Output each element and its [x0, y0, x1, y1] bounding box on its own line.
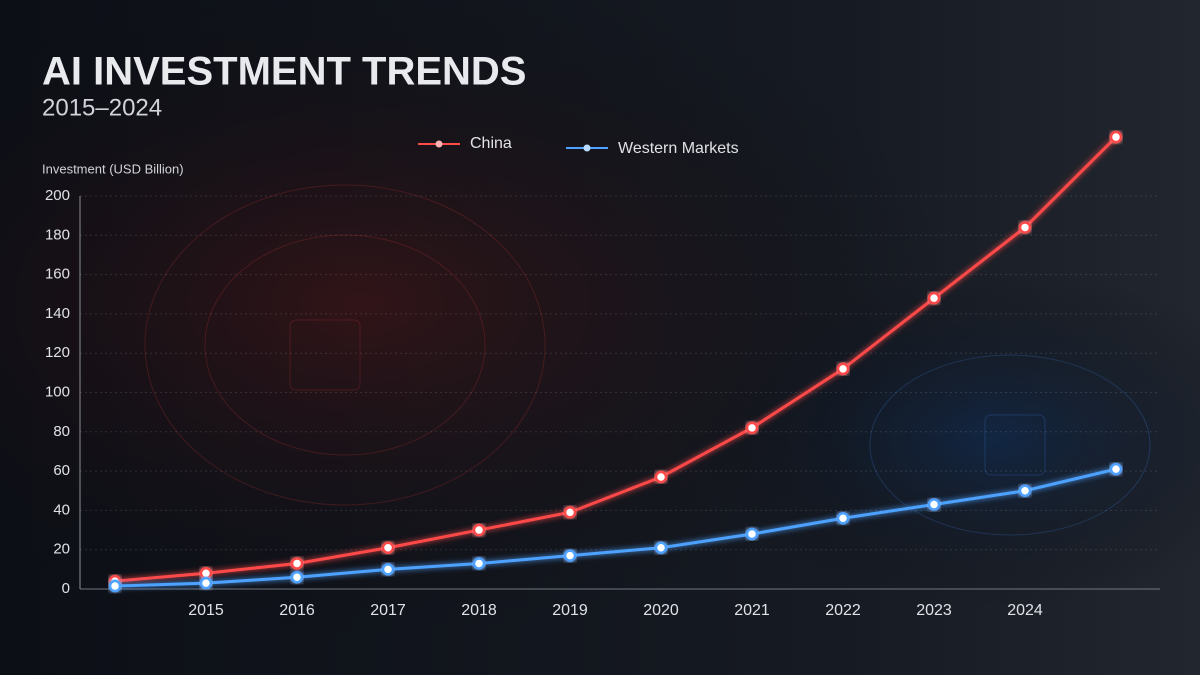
x-tick-label: 2023 [916, 602, 952, 619]
x-tick-label: 2019 [552, 602, 588, 619]
legend-label: Western Markets [618, 140, 739, 157]
chip-decoration [869, 354, 1151, 536]
legend: China Western Markets [418, 135, 739, 157]
brain-decoration [144, 184, 546, 506]
y-axis-label: Investment (USD Billion) [42, 161, 184, 176]
y-tick-label: 120 [45, 344, 70, 361]
data-point [927, 291, 941, 305]
data-point [381, 563, 395, 576]
x-tick-label: 2016 [279, 602, 315, 619]
legend-label: China [470, 135, 512, 152]
data-point [472, 523, 486, 537]
y-tick-label: 160 [45, 266, 70, 283]
data-point [654, 541, 668, 554]
data-point [1109, 130, 1123, 144]
data-point [563, 549, 577, 562]
legend-swatch [435, 140, 443, 148]
y-tick-label: 20 [53, 541, 70, 558]
x-tick-label: 2024 [1007, 602, 1043, 619]
data-point [108, 579, 122, 593]
chart-subtitle: 2015–2024 [42, 94, 162, 121]
data-point [1018, 221, 1032, 234]
data-point [836, 512, 850, 525]
y-tick-label: 200 [45, 187, 70, 204]
y-tick-label: 0 [62, 580, 70, 597]
data-point [472, 557, 486, 570]
data-point [199, 576, 213, 590]
data-point [745, 527, 759, 541]
y-tick-label: 60 [53, 462, 70, 479]
data-point [1018, 484, 1032, 497]
y-tick-label: 40 [53, 501, 70, 518]
y-tick-label: 140 [45, 305, 70, 322]
legend-swatch [583, 144, 591, 152]
data-point [563, 506, 577, 519]
x-tick-label: 2022 [825, 602, 861, 619]
y-tick-label: 100 [45, 383, 70, 400]
y-tick-label: 80 [53, 423, 70, 440]
data-point [654, 470, 668, 484]
x-tick-label: 2021 [734, 602, 770, 619]
data-point [290, 570, 304, 584]
x-tick-label: 2018 [461, 602, 497, 619]
data-point [927, 498, 941, 511]
series-line [114, 135, 1118, 583]
data-point [199, 567, 213, 580]
x-tick-label: 2015 [188, 602, 224, 619]
chart-title: AI INVESTMENT TRENDS [42, 50, 526, 94]
data-point [745, 421, 759, 435]
x-tick-label: 2017 [370, 602, 406, 619]
y-tick-label: 180 [45, 226, 70, 243]
series-line [114, 467, 1117, 588]
data-point [836, 362, 850, 376]
data-point [381, 541, 395, 554]
data-point [290, 557, 304, 570]
x-tick-label: 2020 [643, 602, 679, 619]
data-point [1109, 462, 1123, 476]
